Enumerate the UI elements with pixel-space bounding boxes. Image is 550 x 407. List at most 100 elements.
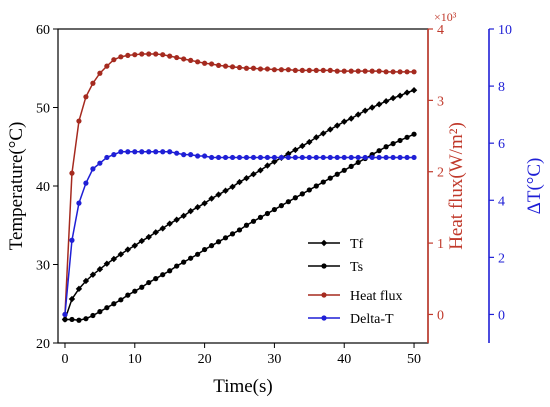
data-point bbox=[375, 101, 383, 108]
data-point bbox=[376, 148, 382, 154]
legend-marker bbox=[320, 239, 328, 247]
data-point bbox=[167, 268, 173, 274]
right2-y-axis-title: ΔT(°C) bbox=[524, 158, 545, 215]
series-heat-flux bbox=[62, 51, 417, 318]
left-y-tick-label: 50 bbox=[36, 102, 50, 117]
data-point bbox=[271, 206, 278, 213]
data-point bbox=[278, 203, 284, 209]
data-point bbox=[292, 195, 298, 201]
data-point bbox=[174, 150, 180, 156]
data-point bbox=[334, 122, 341, 129]
data-point bbox=[160, 272, 166, 278]
data-point bbox=[355, 159, 361, 166]
data-point bbox=[139, 284, 145, 290]
right2-y-tick-label: 4 bbox=[498, 194, 505, 209]
data-point bbox=[111, 57, 117, 63]
data-point bbox=[397, 154, 403, 161]
data-point bbox=[139, 51, 145, 57]
data-point bbox=[383, 144, 389, 150]
data-point bbox=[195, 251, 201, 257]
data-point bbox=[132, 149, 138, 155]
data-point bbox=[208, 154, 215, 161]
data-point bbox=[285, 67, 291, 73]
data-point bbox=[229, 154, 236, 161]
data-point bbox=[243, 154, 250, 161]
data-point bbox=[90, 80, 96, 86]
data-point bbox=[153, 51, 159, 57]
data-point bbox=[111, 301, 117, 307]
data-point bbox=[355, 68, 361, 74]
right2-y-tick-label: 0 bbox=[498, 308, 505, 323]
data-point bbox=[96, 266, 104, 273]
data-point bbox=[306, 187, 312, 193]
data-point bbox=[146, 51, 152, 57]
data-point bbox=[90, 166, 96, 172]
data-point bbox=[215, 239, 222, 245]
series-delta-t bbox=[62, 149, 417, 318]
data-point bbox=[201, 200, 208, 207]
data-point bbox=[397, 137, 403, 144]
x-axis-title: Time(s) bbox=[213, 376, 272, 397]
data-point bbox=[341, 167, 347, 173]
data-point bbox=[110, 255, 118, 263]
left-y-tick-label: 60 bbox=[36, 23, 50, 38]
legend-marker bbox=[321, 292, 327, 298]
data-point bbox=[376, 68, 382, 74]
data-point bbox=[278, 154, 284, 161]
data-point bbox=[396, 92, 404, 99]
data-point bbox=[187, 207, 194, 215]
data-point bbox=[320, 154, 326, 161]
data-point bbox=[411, 154, 417, 161]
data-point bbox=[348, 68, 354, 74]
data-point bbox=[103, 260, 111, 267]
data-point bbox=[208, 243, 215, 249]
data-point bbox=[257, 214, 264, 220]
legend-label: Heat flux bbox=[350, 289, 402, 304]
data-point bbox=[383, 154, 389, 161]
data-point bbox=[215, 62, 222, 68]
data-point bbox=[404, 154, 410, 161]
data-point bbox=[404, 134, 410, 140]
data-point bbox=[313, 134, 320, 141]
data-point bbox=[62, 316, 68, 323]
left-y-axis-title: Temperature(°C) bbox=[6, 122, 27, 251]
data-point bbox=[62, 311, 68, 318]
data-point bbox=[411, 69, 417, 75]
data-point bbox=[348, 163, 354, 169]
data-point bbox=[334, 154, 340, 161]
data-point bbox=[243, 222, 250, 228]
data-point bbox=[195, 153, 201, 159]
data-point bbox=[159, 225, 166, 232]
data-point bbox=[188, 57, 194, 64]
data-point bbox=[320, 67, 326, 73]
data-point bbox=[90, 312, 96, 319]
data-point bbox=[264, 154, 271, 161]
data-point bbox=[83, 94, 89, 100]
data-point bbox=[174, 263, 180, 269]
data-point bbox=[215, 191, 222, 198]
data-point bbox=[313, 67, 319, 73]
data-point bbox=[152, 229, 159, 236]
data-point bbox=[257, 154, 264, 161]
data-point bbox=[68, 295, 76, 303]
data-point bbox=[104, 154, 110, 161]
data-point bbox=[139, 149, 145, 155]
data-point bbox=[236, 154, 243, 161]
data-point bbox=[292, 67, 298, 73]
right1-y-tick-label: 4 bbox=[437, 23, 444, 38]
data-point bbox=[348, 115, 355, 122]
data-point bbox=[250, 171, 257, 178]
data-point bbox=[264, 66, 271, 72]
data-point bbox=[174, 54, 180, 61]
data-point bbox=[362, 68, 368, 74]
data-point bbox=[82, 277, 90, 285]
data-point bbox=[132, 288, 138, 294]
data-point bbox=[285, 154, 291, 161]
data-point bbox=[125, 149, 131, 155]
axes: 0 10 20 30 40 50Time(s)2030405060Temperature(… bbox=[6, 10, 545, 397]
data-point bbox=[97, 70, 103, 76]
data-point bbox=[327, 126, 334, 133]
data-point bbox=[390, 154, 396, 161]
data-point bbox=[160, 149, 166, 155]
data-point bbox=[299, 154, 305, 161]
